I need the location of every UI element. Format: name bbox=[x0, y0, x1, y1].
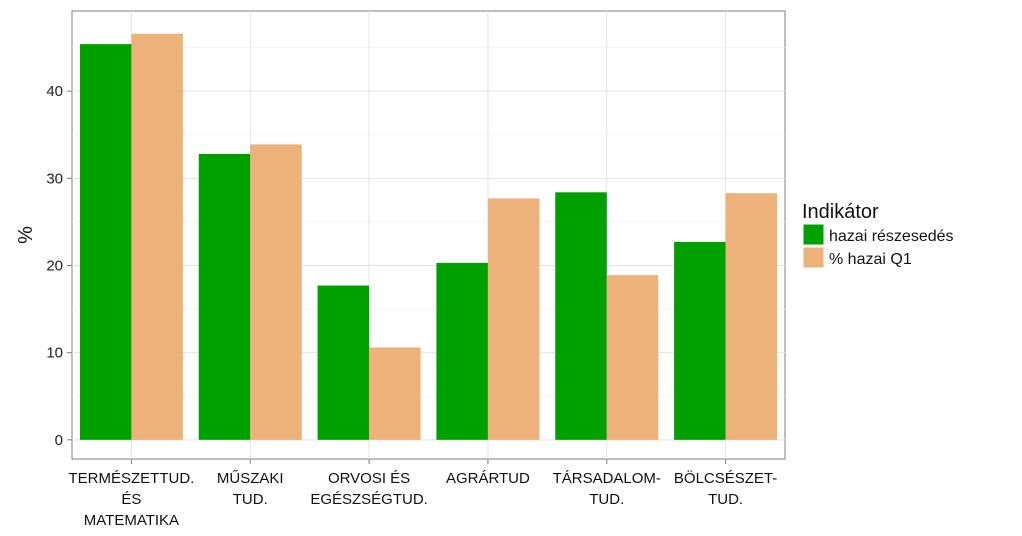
bar-hazai-q1 bbox=[725, 193, 778, 440]
x-tick-label: MŰSZAKI TUD. bbox=[217, 470, 284, 508]
x-tick-label-line: MŰSZAKI bbox=[217, 470, 284, 487]
x-tick-label: TÁRSADALOM- TUD. bbox=[553, 470, 661, 508]
y-tick-label: 10 bbox=[46, 345, 63, 362]
bar-hazai-reszesedes bbox=[555, 192, 607, 440]
x-tick-label-line: TUD. bbox=[589, 491, 624, 508]
x-tick-label-line: ORVOSI ÉS bbox=[328, 470, 410, 487]
plot-panel bbox=[71, 10, 786, 460]
legend-label-hazai-q1: % hazai Q1 bbox=[829, 251, 912, 268]
bar-hazai-reszesedes bbox=[198, 153, 251, 440]
x-tick-label-line: ÉS bbox=[121, 491, 141, 508]
bar-hazai-reszesedes bbox=[674, 241, 726, 440]
x-tick-label-line: AGRÁRTUD bbox=[446, 470, 530, 487]
bar-hazai-q1 bbox=[131, 33, 183, 440]
x-tick-label: ORVOSI ÉS EGÉSZSÉGTUD. bbox=[310, 470, 428, 508]
y-tick-label: 30 bbox=[46, 170, 63, 187]
bar-hazai-reszesedes bbox=[317, 285, 370, 440]
y-axis: 0 10 20 30 40 bbox=[46, 83, 72, 449]
y-axis-title: % bbox=[15, 226, 37, 244]
legend-key-hazai-reszesedes bbox=[802, 223, 825, 246]
legend-key-hazai-q1 bbox=[802, 246, 825, 269]
x-axis: TERMÉSZETTUD. ÉS MATEMATIKA MŰSZAKI TUD. ORVO… bbox=[68, 459, 777, 529]
x-tick-label-line: MATEMATIKA bbox=[84, 512, 179, 529]
legend-label-hazai-reszesedes: hazai részesedés bbox=[829, 228, 954, 245]
y-tick-label: 0 bbox=[55, 432, 63, 449]
bar-hazai-reszesedes bbox=[79, 44, 132, 440]
bars bbox=[79, 33, 778, 440]
x-tick-label-line: TUD. bbox=[708, 491, 743, 508]
x-tick-label-line: TERMÉSZETTUD. bbox=[68, 470, 194, 487]
y-tick-label: 20 bbox=[46, 258, 63, 275]
y-tick-label: 40 bbox=[46, 83, 63, 100]
bar-hazai-q1 bbox=[487, 198, 540, 440]
x-tick-label-line: BÖLCSÉSZET- bbox=[674, 469, 777, 487]
grid-lines bbox=[72, 11, 785, 459]
x-tick-label: AGRÁRTUD bbox=[446, 470, 530, 487]
bar-hazai-q1 bbox=[250, 144, 302, 440]
x-tick-label: BÖLCSÉSZET- TUD. bbox=[674, 469, 777, 508]
x-tick-label-line: TÁRSADALOM- bbox=[553, 470, 661, 487]
bar-hazai-reszesedes bbox=[436, 262, 488, 440]
legend-title: Indikátor bbox=[802, 201, 879, 223]
bar-hazai-q1 bbox=[606, 275, 659, 440]
x-tick-label-line: EGÉSZSÉGTUD. bbox=[310, 491, 428, 508]
x-tick-label-line: TUD. bbox=[233, 491, 268, 508]
x-tick-label: TERMÉSZETTUD. ÉS MATEMATIKA bbox=[68, 470, 194, 529]
bar-hazai-q1 bbox=[369, 347, 421, 440]
legend: Indikátor hazai részesedés % hazai Q1 bbox=[802, 201, 954, 269]
